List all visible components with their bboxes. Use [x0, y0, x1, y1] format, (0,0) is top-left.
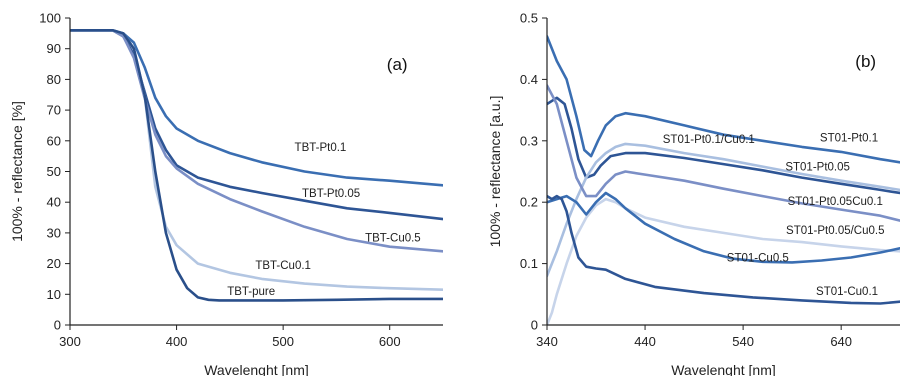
panel-b-x-tick-label: 540 [732, 334, 754, 349]
panel-b-series-label-0: ST01-Pt0.1 [820, 133, 878, 145]
panel-a-series-label-2: TBT-Cu0.5 [365, 233, 421, 245]
panel-a-y-tick-label: 0 [54, 318, 61, 333]
panel-b-y-tick-label: 0.1 [520, 256, 538, 271]
panel-a-x-axis-title: Wavelenght [nm] [204, 362, 309, 376]
panel-b-letter: (b) [855, 52, 876, 71]
panel-b-series-label-2: ST01-Pt0.05 [785, 162, 850, 174]
panel-b-series-label-1: ST01-Pt0.1/Cu0.1 [663, 134, 755, 146]
panel-b-x-tick-label: 340 [536, 334, 558, 349]
panel-a-x-tick-label: 400 [166, 334, 188, 349]
panel-a-series-line-4 [70, 28, 443, 302]
panel-b-y-axis-title: 100% - reflectance [a.u.] [487, 96, 503, 248]
panel-b-series-line-6 [547, 194, 900, 305]
panel-a-series-label-0: TBT-Pt0.1 [295, 142, 347, 154]
panel-b-y-tick-label: 0.3 [520, 133, 538, 148]
panel-b-series-line-4 [547, 197, 900, 325]
panel-a-series-line-0 [70, 28, 443, 187]
panel-b-series-labels: ST01-Pt0.1 ST01-Pt0.1/Cu0.1 ST01-Pt0.05 ST0… [663, 133, 885, 299]
panel-a-y-axis-title: 100% - reflectance [%] [9, 101, 25, 242]
panel-b-x-tick-label: 440 [634, 334, 656, 349]
panel-a-y-tick-label: 50 [47, 164, 61, 179]
panel-a-series-group [70, 28, 443, 302]
panel-b-series-label-6: ST01-Cu0.1 [816, 286, 878, 298]
panel-b-series-line-3 [547, 84, 900, 222]
panel-a-axes: 300 400 500 600 0 10 20 30 40 50 60 70 80 90 100 [39, 11, 443, 349]
panel-b-axes: 340 440 540 640 0 0.1 0.2 0.3 0.4 0.5 [520, 11, 900, 349]
panel-a-x-tick-label: 500 [272, 334, 294, 349]
panel-b-series-line-0 [547, 35, 900, 164]
panel-b-x-tick-label: 640 [830, 334, 852, 349]
panel-a-letter: (a) [387, 55, 408, 74]
panel-a-y-tick-label: 30 [47, 225, 61, 240]
panel-b-y-tick-label: 0.4 [520, 72, 538, 87]
panel-b-y-tick-label: 0 [531, 318, 538, 333]
panel-b-y-tick-label: 0.2 [520, 195, 538, 210]
panel-a-series-label-1: TBT-Pt0.05 [302, 188, 360, 200]
panel-b-series-group [547, 35, 900, 325]
panel-a-series-line-2 [70, 28, 443, 253]
panel-a-x-tick-label: 600 [379, 334, 401, 349]
panel-b-series-line-5 [547, 191, 900, 264]
panel-b-series-line-2 [547, 142, 900, 278]
panel-a-series-labels: TBT-Pt0.1 TBT-Pt0.05 TBT-Cu0.5 TBT-Cu0.1 TBT… [227, 142, 421, 298]
panel-a: 300 400 500 600 0 10 20 30 40 50 60 70 80 90 100 TBT-P… [9, 11, 443, 376]
panel-a-y-tick-label: 60 [47, 133, 61, 148]
panel-a-y-tick-label: 70 [47, 103, 61, 118]
panel-b-series-line-1 [547, 96, 900, 195]
panel-b-series-label-4: ST01-Pt0.05/Cu0.5 [786, 225, 884, 237]
panel-a-y-tick-label: 100 [39, 11, 61, 26]
panel-a-series-label-3: TBT-Cu0.1 [255, 260, 311, 272]
panel-b-y-tick-label: 0.5 [520, 11, 538, 26]
panel-b-series-label-3: ST01-Pt0.05Cu0.1 [788, 196, 883, 208]
panel-a-y-tick-label: 40 [47, 195, 61, 210]
panel-b-x-axis-title: Wavelenght [nm] [671, 362, 776, 376]
panel-a-y-tick-label: 10 [47, 287, 61, 302]
panel-a-series-label-4: TBT-pure [227, 286, 275, 298]
panel-b-series-label-5: ST01-Cu0.5 [727, 252, 789, 264]
panel-a-y-tick-label: 90 [47, 41, 61, 56]
panel-a-x-tick-label: 300 [59, 334, 81, 349]
panel-a-y-tick-label: 80 [47, 72, 61, 87]
panel-a-y-tick-label: 20 [47, 256, 61, 271]
